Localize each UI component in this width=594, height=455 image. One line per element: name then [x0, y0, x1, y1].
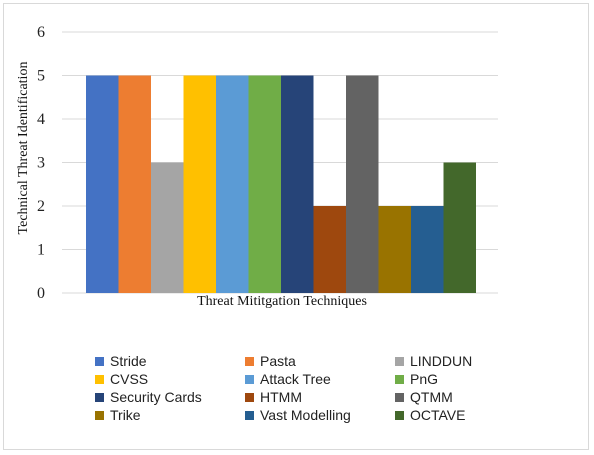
- legend-swatch: [95, 374, 104, 384]
- legend-swatch: [95, 392, 104, 402]
- bar-pasta: [118, 75, 151, 293]
- bar-attack-tree: [216, 75, 249, 293]
- y-tick-label-4: 4: [37, 111, 45, 128]
- legend-item-cvss: CVSS: [95, 370, 245, 388]
- bars: [86, 75, 476, 293]
- legend-item-attack-tree: Attack Tree: [245, 370, 395, 388]
- legend-swatch: [395, 392, 404, 402]
- y-tick-label-1: 1: [37, 242, 45, 259]
- bar-cvss: [183, 75, 216, 293]
- legend-item-pasta: Pasta: [245, 352, 395, 370]
- legend-swatch: [95, 356, 104, 366]
- legend-swatch: [245, 392, 254, 402]
- bar-stride: [86, 75, 119, 293]
- legend-label: CVSS: [110, 371, 149, 387]
- bar-vast-modelling: [411, 206, 444, 293]
- legend-label: Stride: [110, 353, 147, 369]
- bar-png: [248, 75, 281, 293]
- legend-item-png: PnG: [395, 370, 545, 388]
- legend-label: Security Cards: [110, 389, 202, 405]
- legend-swatch: [245, 356, 254, 366]
- bar-trike: [378, 206, 411, 293]
- legend-swatch: [395, 374, 404, 384]
- legend: Stride Pasta LINDDUN CVSS Attack Tree PnG Secu…: [95, 352, 565, 424]
- bar-htmm: [313, 206, 346, 293]
- legend-label: OCTAVE: [410, 407, 466, 423]
- legend-item-security-cards: Security Cards: [95, 388, 245, 406]
- bar-qtmm: [346, 75, 379, 293]
- legend-label: Trike: [110, 407, 141, 423]
- legend-swatch: [245, 374, 254, 384]
- legend-item-htmm: HTMM: [245, 388, 395, 406]
- y-tick-label-2: 2: [37, 198, 45, 215]
- legend-item-octave: OCTAVE: [395, 406, 545, 424]
- legend-swatch: [395, 356, 404, 366]
- legend-label: Pasta: [260, 353, 296, 369]
- legend-label: HTMM: [260, 389, 302, 405]
- y-tick-label-5: 5: [37, 68, 45, 85]
- legend-item-stride: Stride: [95, 352, 245, 370]
- legend-label: PnG: [410, 371, 439, 387]
- legend-label: Vast Modelling: [260, 407, 351, 423]
- legend-label: LINDDUN: [410, 353, 473, 369]
- y-tick-label-6: 6: [37, 24, 45, 41]
- bar-linddun: [151, 162, 184, 293]
- legend-label: QTMM: [410, 389, 453, 405]
- y-tick-labels: 0 1 2 3 4 5 6: [37, 24, 45, 302]
- legend-item-linddun: LINDDUN: [395, 352, 545, 370]
- bar-octave: [443, 162, 476, 293]
- y-tick-label-0: 0: [37, 285, 45, 302]
- legend-swatch: [395, 410, 404, 420]
- y-tick-label-3: 3: [37, 155, 45, 172]
- legend-swatch: [95, 410, 104, 420]
- legend-item-qtmm: QTMM: [395, 388, 545, 406]
- legend-item-vast-modelling: Vast Modelling: [245, 406, 395, 424]
- bar-security-cards: [281, 75, 314, 293]
- legend-item-trike: Trike: [95, 406, 245, 424]
- y-axis-title: Technical Threat Identification: [16, 62, 31, 235]
- x-axis-title: Threat Mititgation Techniques: [197, 294, 367, 309]
- legend-label: Attack Tree: [260, 371, 331, 387]
- legend-swatch: [245, 410, 254, 420]
